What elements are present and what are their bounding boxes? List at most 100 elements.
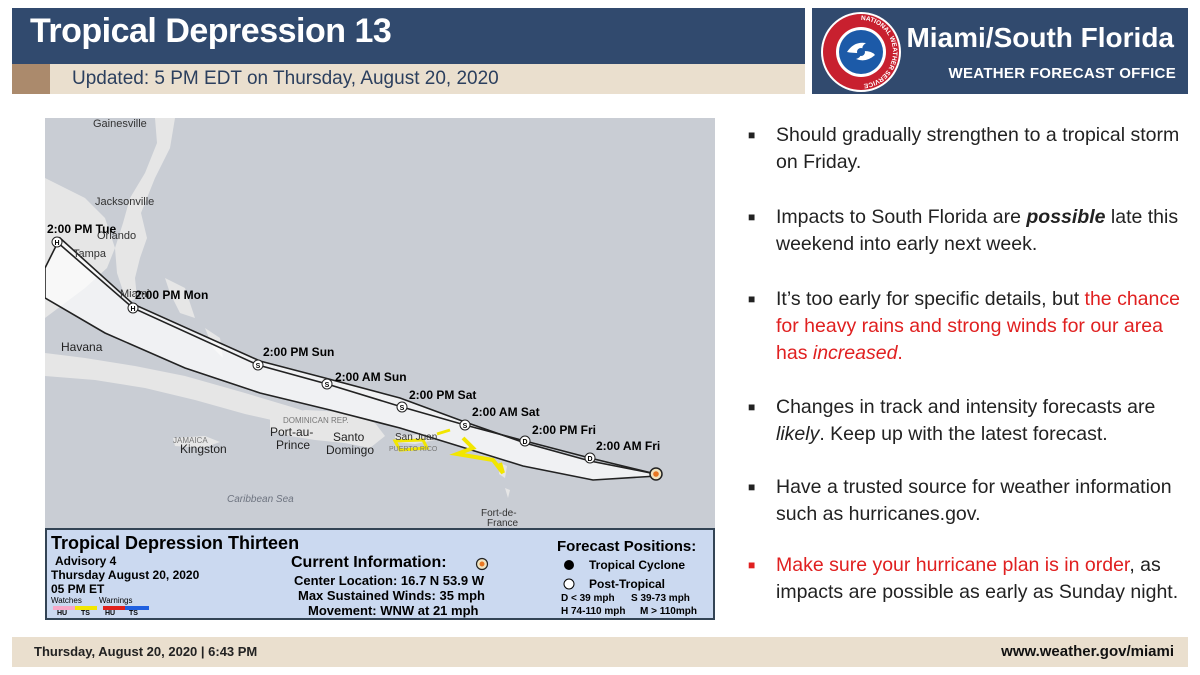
current-position-icon	[475, 557, 489, 571]
office-name: Miami/South Florida	[906, 22, 1174, 53]
country-jamaica: JAMAICA	[173, 436, 208, 445]
forecast-label-sat-am: 2:00 AM Sat	[472, 405, 540, 419]
accent-block	[12, 64, 50, 94]
forecast-point-marker	[127, 302, 139, 314]
city-tampa: Tampa	[73, 248, 107, 260]
forecast-point-marker	[584, 452, 596, 464]
city-miami: Miami	[120, 288, 150, 300]
forecast-positions-title: Forecast Positions:	[557, 538, 697, 555]
forecast-cone-map: D D S S S S H H Gainesville Jacksonville Orland…	[45, 118, 715, 528]
bullet-highlight: .	[897, 342, 903, 364]
city-fort-de-france-2: France	[487, 518, 519, 528]
city-fort-de-france-1: Fort-de-	[481, 508, 517, 519]
page-title: Tropical Depression 13	[30, 12, 392, 50]
forecast-label-fri-am: 2:00 AM Fri	[596, 439, 661, 453]
city-orlando: Orlando	[97, 230, 137, 242]
bullet-text: Impacts to South Florida are	[776, 206, 1027, 228]
bullet-emphasis: increased	[812, 342, 898, 364]
watch-warning-legend-bar	[53, 606, 149, 610]
label-caribbean-sea: Caribbean Sea	[227, 494, 294, 505]
city-santo-domingo-1: Santo	[333, 430, 365, 444]
forecast-point-marker	[396, 401, 408, 413]
bullet-text: It’s too early for specific details, but	[776, 288, 1085, 310]
forecast-point-symbol: S	[256, 363, 261, 370]
bullet-text: Changes in track and intensity forecasts…	[776, 396, 1156, 418]
warnings-label: Warnings	[99, 596, 133, 605]
office-banner: NATIONAL WEATHER SERVICE Miami/South Flo…	[812, 8, 1188, 94]
current-info-title: Current Information:	[291, 554, 447, 571]
footer-bar: Thursday, August 20, 2020 | 6:43 PM www.…	[12, 637, 1188, 667]
post-tropical-label: Post-Tropical	[589, 577, 666, 591]
updated-bar: Updated: 5 PM EDT on Thursday, August 20…	[12, 64, 805, 94]
legend-ts-warning: TS	[129, 610, 138, 617]
bullet-emphasis: likely	[776, 423, 820, 445]
city-gainesville: Gainesville	[93, 118, 147, 130]
bullet-text: Should gradually strengthen to a tropica…	[776, 124, 1180, 173]
forecast-point-symbol: D	[587, 456, 592, 463]
city-santo-domingo-2: Domingo	[326, 443, 375, 457]
advisory-date: Thursday August 20, 2020	[51, 568, 200, 582]
forecast-point-symbol: S	[400, 405, 405, 412]
key-storm: S 39-73 mph	[631, 593, 690, 604]
office-subtitle: WEATHER FORECAST OFFICE	[948, 65, 1176, 82]
bullet-marker: ■	[748, 292, 756, 306]
forecast-point-symbol: H	[130, 306, 135, 313]
forecast-point-marker	[321, 378, 333, 390]
city-port-au-prince-1: Port-au-	[270, 425, 314, 439]
updated-text: Updated: 5 PM EDT on Thursday, August 20…	[72, 68, 499, 89]
key-major: M > 110mph	[640, 606, 697, 617]
jamaica-land	[173, 436, 220, 448]
city-jacksonville: Jacksonville	[95, 196, 155, 208]
country-dominican-rep: DOMINICAN REP.	[283, 416, 349, 425]
storm-name: Tropical Depression Thirteen	[51, 533, 300, 553]
city-havana: Havana	[61, 340, 103, 354]
bullet-text: late this weekend into early next week.	[776, 206, 1179, 255]
bullet-highlight: the chance for heavy rains and strong wi…	[776, 288, 1180, 364]
legend-hu-watch: HU	[57, 610, 68, 617]
forecast-label-sat-pm: 2:00 PM Sat	[409, 388, 477, 402]
key-hurricane: H 74-110 mph	[561, 606, 626, 617]
city-kingston: Kingston	[180, 442, 227, 456]
city-port-au-prince-2: Prince	[276, 438, 311, 452]
forecast-point-marker	[252, 359, 264, 371]
forecast-label-fri-pm: 2:00 PM Fri	[532, 423, 597, 437]
forecast-point-marker	[51, 236, 63, 248]
watches-label: Watches	[51, 596, 82, 605]
forecast-cone	[45, 236, 658, 481]
legend-hu-warning: HU	[105, 610, 116, 617]
bullet-text: Have a trusted source for weather inform…	[776, 476, 1172, 525]
hispaniola-land	[270, 410, 385, 448]
forecast-point-symbol: S	[463, 423, 468, 430]
forecast-point-marker	[519, 435, 531, 447]
country-puerto-rico: PUERTO RICO	[389, 446, 438, 453]
bullet-marker: ■	[748, 558, 756, 572]
storm-movement: Movement: WNW at 21 mph	[308, 603, 479, 618]
bahamas-land	[165, 278, 223, 358]
forecast-point-symbol: S	[325, 382, 330, 389]
bullet-marker: ■	[748, 210, 756, 224]
forecast-point-marker	[459, 419, 471, 431]
forecast-point-symbol: H	[54, 240, 59, 247]
bullet-marker: ■	[748, 480, 756, 494]
footer-timestamp: Thursday, August 20, 2020 | 6:43 PM	[34, 644, 258, 659]
header-title-bar: Tropical Depression 13	[12, 8, 805, 64]
cuba-land	[45, 353, 325, 426]
bullet-emphasis: possible	[1026, 206, 1106, 228]
bullet-text: . Keep up with the latest forecast.	[819, 423, 1108, 445]
bullet-marker: ■	[748, 400, 756, 414]
footer-url[interactable]: www.weather.gov/miami	[1001, 643, 1174, 660]
storm-info-box: Tropical Depression Thirteen Advisory 4 …	[45, 528, 715, 620]
tropical-cyclone-icon	[564, 560, 574, 570]
watch-area-islands	[449, 436, 505, 475]
center-location: Center Location: 16.7 N 53.9 W	[294, 573, 484, 588]
watch-area-north	[436, 428, 451, 436]
max-sustained-winds: Max Sustained Winds: 35 mph	[298, 588, 485, 603]
watch-area-pr	[392, 438, 430, 452]
bullet-highlight: Make sure your hurricane plan is in orde…	[776, 554, 1130, 576]
tropical-cyclone-label: Tropical Cyclone	[589, 558, 686, 572]
post-tropical-icon	[563, 578, 575, 590]
city-san-juan: San Juan	[395, 432, 438, 443]
map-graphic: D D S S S S H H	[45, 118, 663, 498]
bullet-text: , as impacts are possible as early as Su…	[776, 554, 1179, 603]
forecast-label-sun-am: 2:00 AM Sun	[335, 370, 407, 384]
